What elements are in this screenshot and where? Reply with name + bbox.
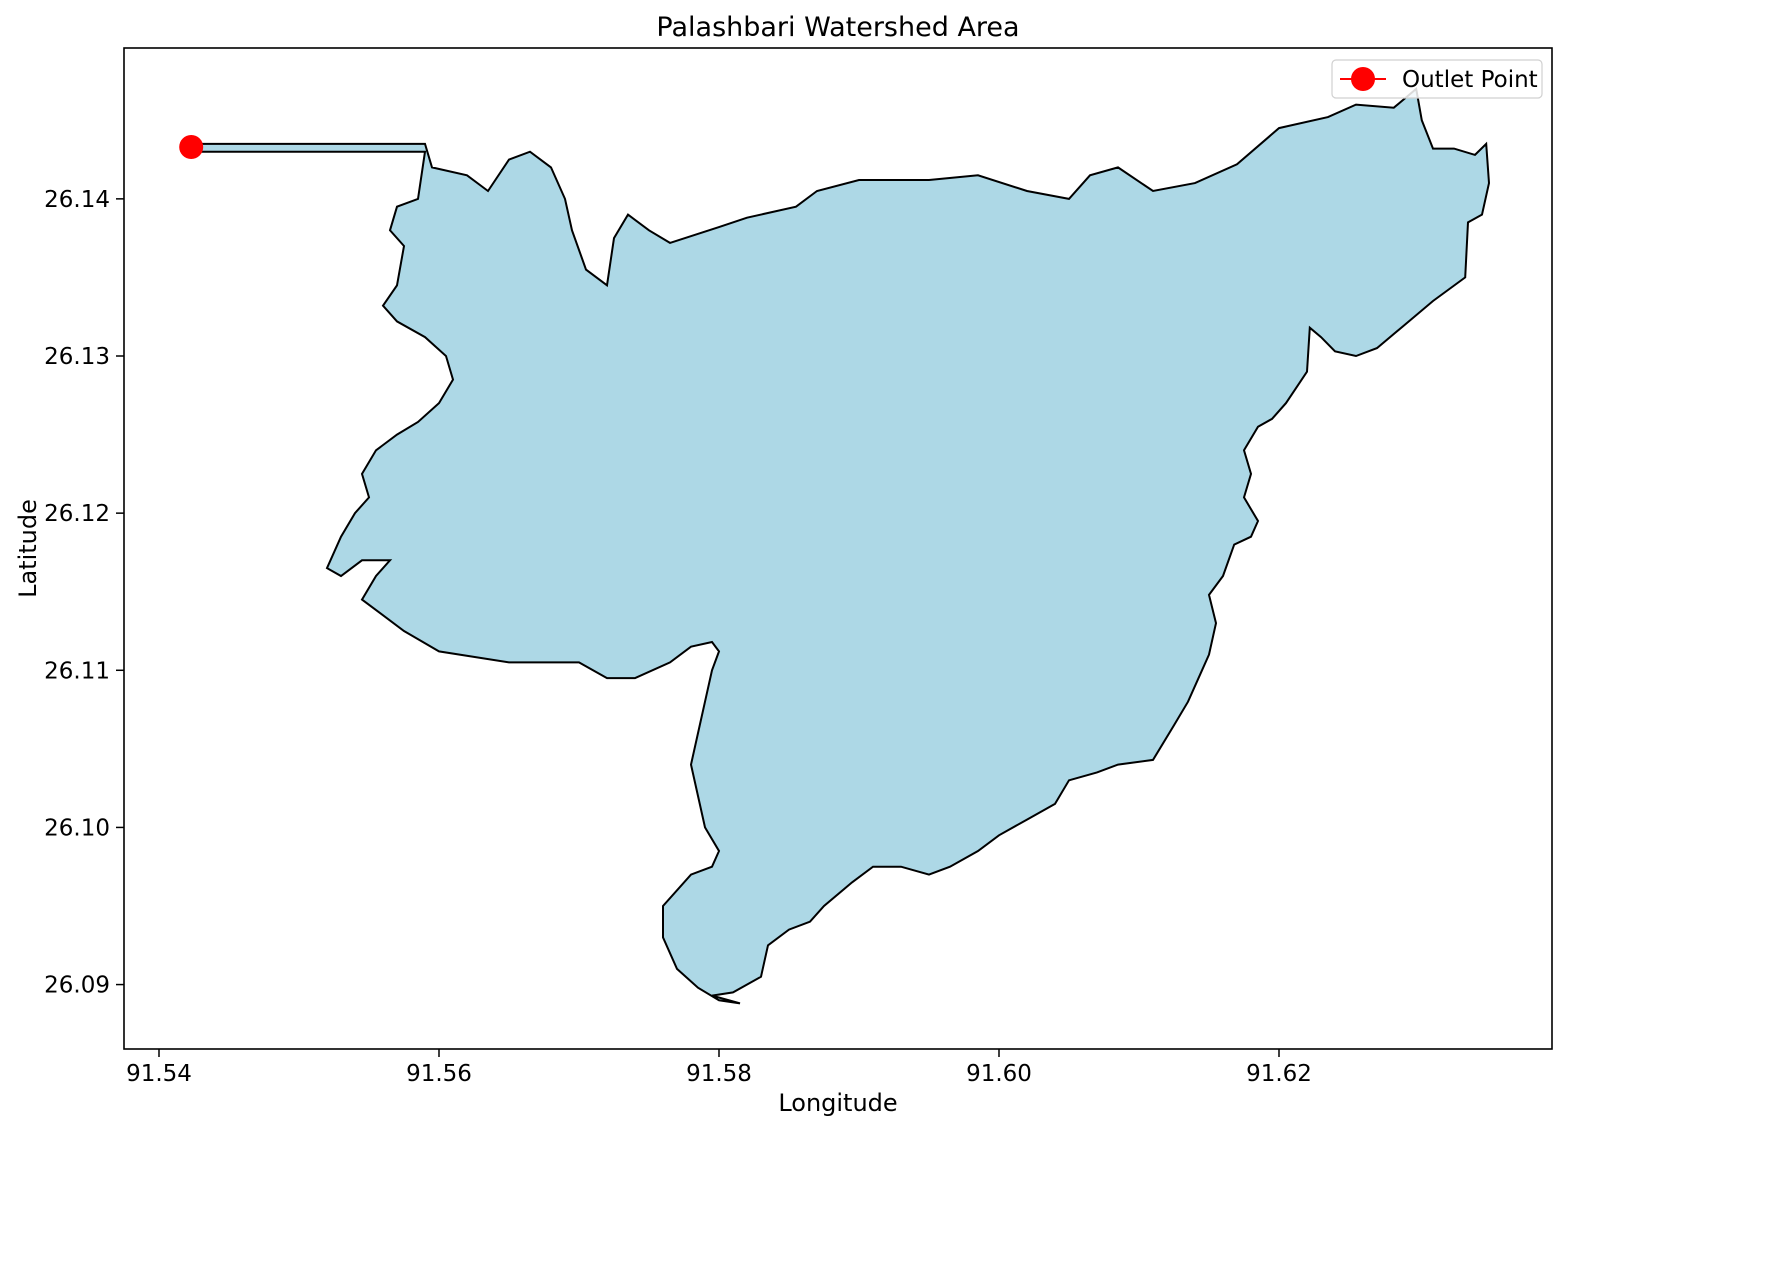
x-tick-label: 91.60 xyxy=(966,1061,1032,1087)
axes-frame xyxy=(123,47,1553,1050)
outlet-point-marker xyxy=(179,135,204,159)
y-tick-label: 26.13 xyxy=(44,344,110,370)
x-tick-label: 91.62 xyxy=(1246,1061,1312,1087)
plot-layer xyxy=(179,87,1491,1005)
y-ticks: 26.09 26.10 26.11 26.12 26.13 26.14 xyxy=(44,187,124,999)
y-tick-label: 26.09 xyxy=(44,973,110,999)
legend-label: Outlet Point xyxy=(1402,67,1538,93)
chart-title: Palashbari Watershed Area xyxy=(656,12,1019,43)
x-tick-label: 91.54 xyxy=(126,1061,192,1087)
legend: Outlet Point xyxy=(1331,59,1543,99)
legend-marker-dot xyxy=(1351,67,1375,91)
x-tick-label: 91.58 xyxy=(686,1061,752,1087)
y-tick-label: 26.11 xyxy=(44,658,110,684)
watershed-polygon xyxy=(193,87,1491,1005)
y-tick-label: 26.10 xyxy=(44,815,110,841)
x-tick-label: 91.56 xyxy=(406,1061,472,1087)
x-ticks: 91.54 91.56 91.58 91.60 91.62 xyxy=(126,1049,1312,1087)
legend-box xyxy=(1331,59,1543,99)
y-axis-label: Latitude xyxy=(14,499,42,598)
y-tick-label: 26.14 xyxy=(44,187,110,213)
y-tick-label: 26.12 xyxy=(44,501,110,527)
x-axis-label: Longitude xyxy=(778,1089,897,1117)
